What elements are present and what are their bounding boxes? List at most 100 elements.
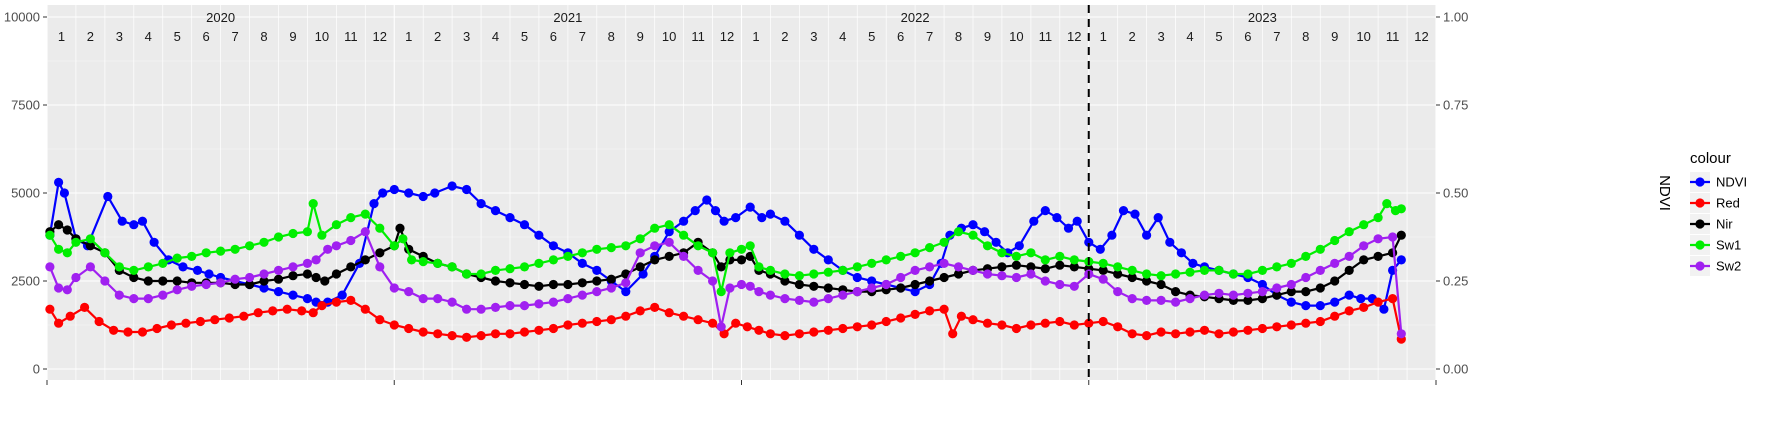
data-point xyxy=(418,257,428,267)
data-point xyxy=(224,313,234,323)
data-point xyxy=(1011,323,1022,334)
data-point xyxy=(725,248,735,258)
data-point xyxy=(838,290,848,300)
data-point xyxy=(757,213,767,223)
month-label: 3 xyxy=(463,29,470,44)
data-point xyxy=(1011,251,1022,261)
data-point xyxy=(852,287,862,297)
right-axis-title: NDVI xyxy=(1656,175,1673,211)
data-point xyxy=(736,279,747,290)
data-point xyxy=(54,177,64,187)
month-label: 6 xyxy=(203,29,210,44)
right-tick-label: 0.00 xyxy=(1443,362,1468,377)
data-point xyxy=(375,248,385,258)
data-point xyxy=(1171,329,1181,339)
data-point xyxy=(896,251,906,261)
data-point xyxy=(1156,295,1166,305)
data-point xyxy=(867,283,877,293)
left-tick-label: 0 xyxy=(33,362,40,377)
data-point xyxy=(360,209,370,219)
data-point xyxy=(59,188,69,198)
data-point xyxy=(1069,262,1079,272)
series-sw1 xyxy=(45,199,1406,297)
data-point xyxy=(297,306,307,316)
data-point xyxy=(346,262,356,272)
month-label: 7 xyxy=(579,29,586,44)
data-point xyxy=(881,255,891,265)
data-point xyxy=(1396,329,1406,339)
data-point xyxy=(1199,325,1210,335)
data-point xyxy=(331,297,341,307)
data-point xyxy=(1069,281,1079,291)
data-point xyxy=(117,216,127,226)
data-point xyxy=(172,285,182,295)
data-point xyxy=(1063,223,1074,233)
data-point xyxy=(404,323,414,334)
data-point xyxy=(204,269,214,279)
data-point xyxy=(143,276,153,286)
data-point xyxy=(577,278,587,288)
data-point xyxy=(716,262,726,272)
data-point xyxy=(1356,294,1366,304)
data-point xyxy=(1286,297,1296,307)
data-point xyxy=(991,237,1001,247)
data-point xyxy=(925,262,935,272)
data-point xyxy=(245,279,255,290)
data-point xyxy=(1257,294,1267,304)
data-point xyxy=(1098,258,1108,268)
data-point xyxy=(137,216,148,226)
data-point xyxy=(230,274,240,284)
data-point xyxy=(736,255,747,265)
data-point xyxy=(1188,258,1198,268)
data-point xyxy=(939,237,949,247)
data-point xyxy=(476,269,486,279)
month-label: 1 xyxy=(752,29,759,44)
data-point xyxy=(838,265,848,275)
data-point xyxy=(1286,320,1296,330)
data-point xyxy=(1373,251,1383,261)
month-label: 9 xyxy=(984,29,991,44)
data-point xyxy=(794,279,805,290)
data-point xyxy=(1127,329,1137,339)
data-point xyxy=(375,223,385,233)
data-point xyxy=(1069,320,1079,330)
data-point xyxy=(1055,251,1065,261)
data-point xyxy=(360,227,370,237)
data-point xyxy=(953,269,964,279)
data-point xyxy=(1373,234,1383,244)
data-point xyxy=(910,309,920,319)
data-point xyxy=(210,315,220,325)
legend-label: Red xyxy=(1716,196,1740,211)
data-point xyxy=(780,276,790,286)
series-sw2 xyxy=(45,227,1406,339)
data-point xyxy=(166,320,176,330)
data-point xyxy=(85,241,95,251)
data-point xyxy=(1113,322,1123,332)
data-point xyxy=(780,269,790,279)
data-point xyxy=(1084,237,1094,247)
data-point xyxy=(389,241,399,251)
data-point xyxy=(1199,265,1210,275)
data-point xyxy=(1373,297,1383,307)
data-point xyxy=(447,297,457,307)
month-label: 7 xyxy=(926,29,933,44)
data-point xyxy=(780,216,790,226)
data-point xyxy=(548,241,559,251)
data-point xyxy=(45,304,55,314)
data-point xyxy=(245,272,255,283)
legend-key-point xyxy=(1695,219,1705,229)
data-point xyxy=(1315,265,1325,275)
data-point xyxy=(563,251,573,261)
data-point xyxy=(1040,318,1050,328)
month-label: 5 xyxy=(1215,29,1222,44)
data-point xyxy=(137,327,148,337)
data-point xyxy=(1130,209,1140,219)
data-point xyxy=(1142,230,1152,240)
month-label: 10 xyxy=(1009,29,1023,44)
data-point xyxy=(1330,258,1340,268)
month-label: 8 xyxy=(260,29,267,44)
data-point xyxy=(462,184,472,195)
series-layer xyxy=(45,177,1406,344)
data-point xyxy=(664,251,674,261)
data-point xyxy=(109,325,119,335)
